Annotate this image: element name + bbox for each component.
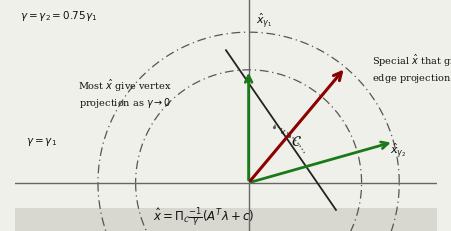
Bar xyxy=(15,208,436,231)
Text: $\hat{x}_{\gamma_1}$: $\hat{x}_{\gamma_1}$ xyxy=(256,11,272,30)
Text: $\mathcal{C}$: $\mathcal{C}$ xyxy=(290,134,301,148)
Text: $\hat{x} = \Pi_{\mathcal{C}} \frac{-1}{\gamma}(A^T\lambda + c)$: $\hat{x} = \Pi_{\mathcal{C}} \frac{-1}{\… xyxy=(152,205,253,227)
Text: $\gamma = \gamma_2 = 0.75\gamma_1$: $\gamma = \gamma_2 = 0.75\gamma_1$ xyxy=(19,9,97,23)
Text: Most $\hat{x}$ give vertex
projection as $\gamma \to 0$: Most $\hat{x}$ give vertex projection as… xyxy=(78,77,171,109)
Text: $\hat{x}_{\gamma_2}$: $\hat{x}_{\gamma_2}$ xyxy=(389,141,406,159)
Text: Special $\hat{x}$ that gives
edge projection as $\gamma \to 0$: Special $\hat{x}$ that gives edge projec… xyxy=(371,53,451,85)
Text: $\gamma = \gamma_1$: $\gamma = \gamma_1$ xyxy=(26,135,56,147)
